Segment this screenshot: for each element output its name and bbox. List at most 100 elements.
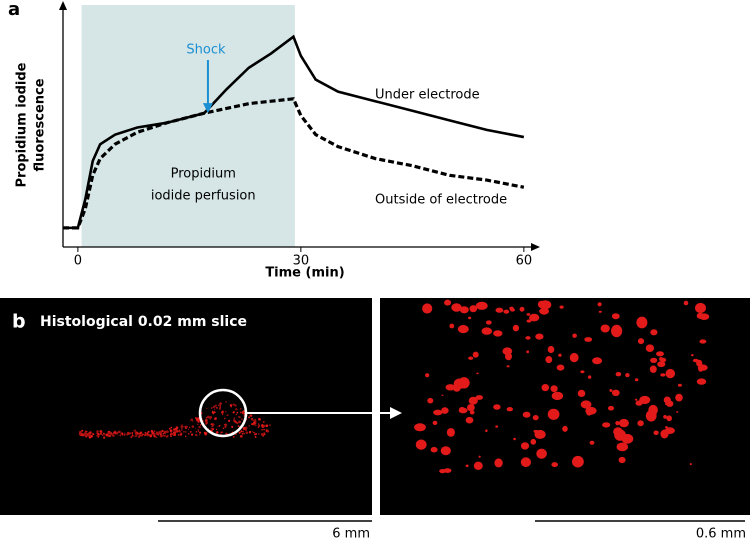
slice-image	[0, 298, 372, 515]
speckle	[210, 423, 213, 426]
speckle	[427, 397, 434, 404]
speckle	[211, 411, 215, 414]
speckle	[253, 421, 256, 425]
y-axis-title: fluorescence	[33, 78, 48, 171]
speckle	[224, 423, 228, 427]
speckle	[80, 433, 83, 436]
speckle	[232, 403, 235, 406]
speckle	[618, 418, 629, 428]
speckle	[84, 431, 87, 434]
speckle	[210, 407, 213, 409]
speckle	[476, 372, 479, 375]
speckle	[245, 431, 249, 434]
speckle	[139, 431, 143, 435]
speckle	[217, 404, 220, 407]
speckle	[520, 442, 530, 450]
speckle	[526, 350, 530, 354]
speckle	[137, 435, 141, 438]
speckle	[494, 458, 503, 468]
speckle	[475, 301, 488, 310]
speckle	[142, 433, 144, 435]
speckle	[253, 432, 256, 434]
speckle	[169, 429, 173, 433]
speckle	[475, 395, 483, 400]
speckle	[243, 432, 246, 435]
image-title: Histological 0.02 mm slice	[40, 314, 247, 330]
speckle	[134, 430, 137, 434]
speckle	[580, 400, 592, 409]
speckle	[252, 430, 254, 433]
speckle	[171, 433, 174, 435]
speckle	[440, 446, 451, 456]
speckle	[81, 429, 84, 432]
span-label: iodide perfusion	[151, 189, 256, 204]
speckle	[147, 430, 150, 433]
speckle	[211, 423, 215, 426]
speckle	[265, 424, 269, 428]
speckle	[550, 385, 558, 393]
speckle	[240, 430, 243, 433]
speckle	[683, 300, 689, 306]
speckle	[195, 417, 199, 421]
speckle	[181, 427, 183, 430]
speckle	[121, 434, 124, 436]
speckle	[207, 427, 210, 429]
speckle	[468, 396, 478, 405]
speckle	[131, 432, 134, 434]
speckle	[179, 433, 182, 436]
speckle	[635, 400, 643, 406]
speckle	[150, 429, 154, 433]
speckle	[589, 440, 595, 445]
speckle	[637, 338, 645, 345]
speckle	[650, 329, 658, 336]
speckle	[131, 434, 134, 437]
speckle	[165, 435, 168, 438]
speckle	[506, 407, 513, 412]
speckle	[237, 425, 240, 427]
speckle	[676, 411, 679, 413]
speckle	[185, 425, 187, 428]
speckle	[258, 417, 261, 421]
speckle	[691, 354, 694, 357]
speckle	[219, 402, 222, 405]
speckle	[495, 425, 499, 428]
speckle	[155, 433, 157, 435]
speckle	[203, 431, 207, 435]
speckle	[609, 389, 613, 392]
speckle	[163, 434, 166, 437]
speckle	[215, 428, 218, 431]
speckle	[195, 431, 198, 433]
speckle	[183, 430, 185, 433]
speckle	[659, 357, 663, 361]
speckle	[221, 413, 224, 416]
speckle	[109, 434, 111, 436]
speckle	[181, 424, 183, 426]
speckle	[257, 423, 260, 425]
speckle	[513, 437, 516, 441]
speckle	[602, 422, 611, 428]
speckle	[143, 434, 145, 436]
x-tick-label: 30	[293, 254, 310, 269]
speckle	[430, 446, 438, 453]
speckle	[592, 357, 603, 365]
speckle	[569, 352, 579, 363]
scale-bar-label: 0.6 mm	[696, 527, 746, 542]
speckle	[240, 435, 243, 438]
speckle	[269, 424, 271, 426]
speckle	[210, 427, 213, 430]
speckle	[660, 373, 666, 377]
speckle	[532, 415, 539, 421]
speckle	[221, 411, 224, 414]
speckle	[149, 434, 153, 438]
speckle	[99, 429, 103, 433]
speckle	[165, 430, 168, 433]
speckle	[223, 417, 226, 420]
speckle	[467, 404, 475, 412]
speckle	[580, 370, 585, 374]
speckle	[616, 442, 628, 452]
speckle	[222, 427, 225, 429]
speckle	[663, 415, 667, 419]
speckle	[134, 429, 136, 431]
speckle	[204, 419, 208, 423]
